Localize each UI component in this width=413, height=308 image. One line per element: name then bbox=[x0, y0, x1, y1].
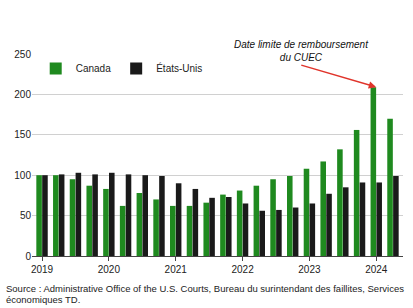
svg-text:2024: 2024 bbox=[365, 264, 388, 275]
html-text:Graphique 2 : Les entreprises: Graphique 2 : Les entreprises canadienne… bbox=[6, 3, 320, 32]
svg-text:200: 200 bbox=[14, 89, 31, 100]
svg-text:Canada: Canada bbox=[76, 63, 111, 74]
svg-text:États-Unis: États-Unis bbox=[156, 62, 202, 74]
svg-text:2022: 2022 bbox=[231, 264, 254, 275]
svg-text:150: 150 bbox=[14, 129, 31, 140]
svg-text:2020: 2020 bbox=[98, 264, 121, 275]
svg-text:250: 250 bbox=[14, 49, 31, 60]
html-text:Source : Administrative Office: Source : Administrative Office of the U.… bbox=[6, 283, 404, 305]
svg-text:2023: 2023 bbox=[298, 264, 321, 275]
svg-text:0: 0 bbox=[25, 251, 31, 262]
svg-text:Date limite de remboursementdu: Date limite de remboursementdu CUEC bbox=[234, 39, 369, 63]
svg-text:100: 100 bbox=[14, 170, 31, 181]
svg-text:50: 50 bbox=[20, 210, 32, 221]
svg-text:2021: 2021 bbox=[165, 264, 188, 275]
svg-text:2019: 2019 bbox=[31, 264, 54, 275]
html-text:Demandes de faillite, indice (: Demandes de faillite, indice (T1 2019= 1… bbox=[6, 35, 220, 47]
